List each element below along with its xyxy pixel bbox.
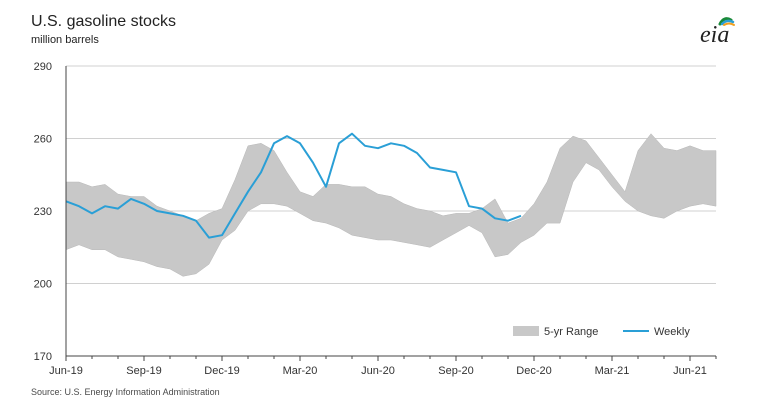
weekly-line [65,132,522,239]
chart-title: U.S. gasoline stocks [31,13,176,30]
range-band-area [65,133,717,277]
x-tick-label: Jun-19 [49,365,83,377]
x-tick-labels: Jun-19 Sep-19 Dec-19 Mar-20 Jun-20 Sep-20 Dec-… [49,356,717,377]
eia-logo-text: eia [700,22,730,48]
y-tick-label: 260 [34,134,52,146]
weekly-series-line [65,132,522,239]
x-tick-label: Dec-19 [204,365,239,377]
legend-weekly-label: Weekly [654,326,690,338]
x-tick-label: Dec-20 [516,365,551,377]
legend-range-label: 5-yr Range [544,326,598,338]
y-tick-label: 230 [34,206,52,218]
y-tick-label: 170 [34,351,52,363]
axes [65,66,716,357]
range-band [65,133,717,277]
y-tick-label: 200 [34,279,52,291]
source-note: Source: U.S. Energy Information Administ… [31,387,220,397]
chart-subtitle: million barrels [31,34,99,46]
x-tick-label: Sep-19 [126,365,161,377]
y-tick-label: 290 [34,61,52,73]
x-tick-label: Sep-20 [438,365,473,377]
grid-lines [66,65,716,284]
legend-range-swatch [513,326,539,336]
legend: 5-yr Range Weekly [513,326,690,338]
y-tick-labels: 170 200 230 260 290 [34,61,52,363]
x-tick-label: Jun-21 [673,365,707,377]
x-tick-label: Mar-21 [595,365,630,377]
x-tick-label: Jun-20 [361,365,395,377]
x-tick-label: Mar-20 [283,365,318,377]
